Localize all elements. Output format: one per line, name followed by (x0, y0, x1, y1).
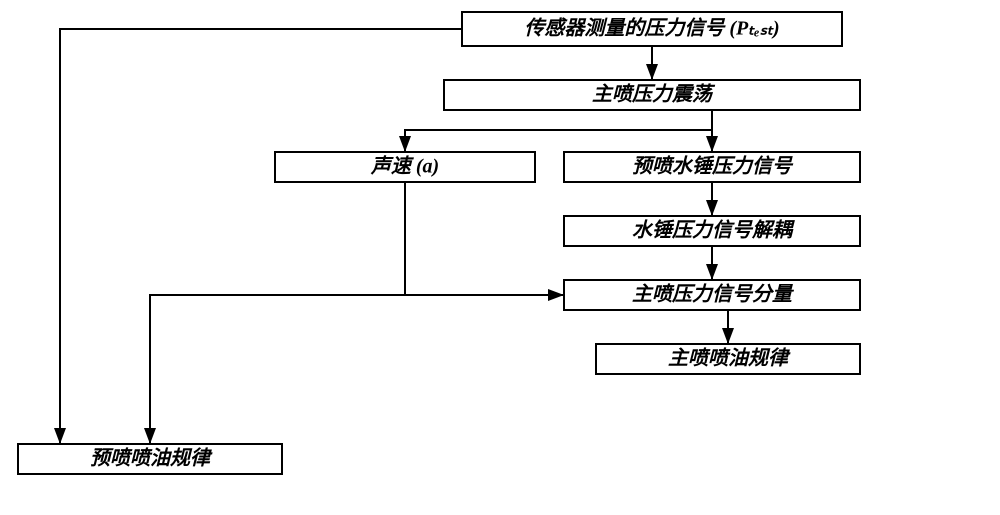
flow-node-n8: 预喷喷油规律 (18, 444, 282, 474)
flow-edge (150, 295, 405, 444)
flow-node-n7: 主喷喷油规律 (596, 344, 860, 374)
flow-node-label: 预喷喷油规律 (90, 447, 213, 470)
flow-edge (405, 130, 712, 152)
flow-edge (405, 182, 564, 295)
flow-node-n4: 预喷水锤压力信号 (564, 152, 860, 182)
flow-node-n2: 主喷压力震荡 (444, 80, 860, 110)
flow-node-n1: 传感器测量的压力信号 (Pₜₑₛₜ) (462, 12, 842, 46)
flow-node-label: 声速 (a) (370, 155, 439, 178)
flow-node-label: 主喷喷油规律 (668, 347, 791, 370)
flow-node-label: 传感器测量的压力信号 (Pₜₑₛₜ) (524, 17, 779, 40)
flow-node-label: 预喷水锤压力信号 (632, 155, 794, 178)
flow-node-n6: 主喷压力信号分量 (564, 280, 860, 310)
flow-node-label: 主喷压力信号分量 (632, 283, 795, 306)
flow-node-label: 主喷压力震荡 (592, 83, 716, 106)
flow-node-n3: 声速 (a) (275, 152, 535, 182)
flow-edge (60, 29, 462, 444)
flow-node-label: 水锤压力信号解耦 (632, 219, 795, 242)
flow-node-n5: 水锤压力信号解耦 (564, 216, 860, 246)
